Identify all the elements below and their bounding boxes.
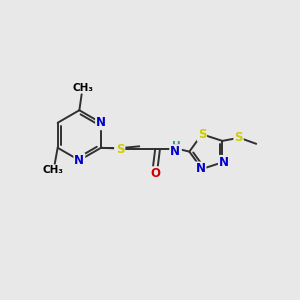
Text: CH₃: CH₃ [72,82,93,93]
Text: S: S [234,131,243,144]
Text: S: S [198,128,206,141]
Text: S: S [116,143,124,156]
Text: N: N [74,154,84,167]
Text: S: S [115,141,124,154]
Text: N: N [96,116,106,129]
Text: O: O [150,167,160,180]
Text: N: N [219,156,229,169]
Text: H: H [172,141,181,151]
Text: N: N [196,163,206,176]
Text: CH₃: CH₃ [43,166,64,176]
Text: N: N [170,145,180,158]
